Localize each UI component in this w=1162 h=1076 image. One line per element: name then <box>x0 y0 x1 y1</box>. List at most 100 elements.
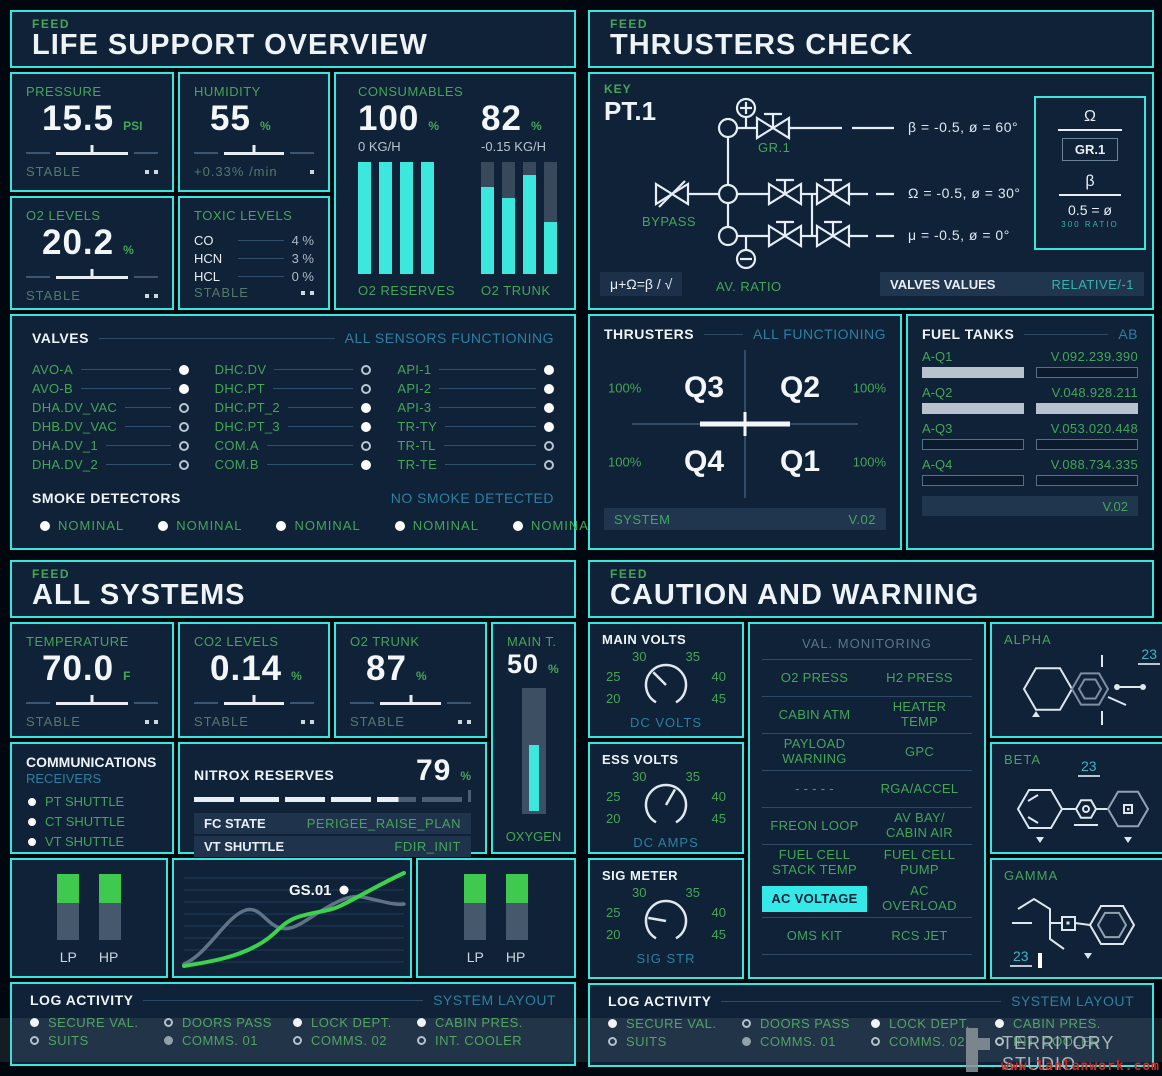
gauge-dial-icon <box>644 899 688 940</box>
monitor-cell[interactable]: HEATER TEMP <box>892 699 947 729</box>
valve-state-icon <box>544 383 555 394</box>
valve-state-icon <box>178 364 189 375</box>
monitor-cell[interactable]: H2 PRESS <box>886 669 953 685</box>
status-dots-icon <box>145 169 158 174</box>
log-item: LOCK DEPT. <box>292 1015 417 1030</box>
fuel-bar <box>1036 367 1138 378</box>
consumables-panel: CONSUMABLES 100 % 0 KG/H O2 RESERVES <box>334 72 576 310</box>
o2-levels-label: O2 LEVELS <box>26 208 101 223</box>
communications-panel: COMMUNICATIONS RECEIVERS PT SHUTTLE CT S… <box>10 742 174 854</box>
equation-beta: β = -0.5, ø = 60° <box>908 119 1019 135</box>
humidity-label: HUMIDITY <box>194 84 261 99</box>
monitor-cell[interactable]: OMS KIT <box>786 927 843 943</box>
beta-tag: 23 <box>1078 758 1100 777</box>
valve-row: DHA.DV_1 <box>32 436 189 455</box>
thrusters-panel: THRUSTERS ALL FUNCTIONING Q3 Q2 Q4 Q1 <box>588 314 902 550</box>
valve-row: DHC.PT_2 <box>215 398 372 417</box>
smoke-dot-icon <box>40 520 50 531</box>
monitor-cell[interactable]: FUEL CELL PUMP <box>883 847 956 877</box>
pressure-unit: PSI <box>123 119 143 133</box>
smoke-item: NOMINAL <box>276 518 360 533</box>
oxygen-caption: OXYGEN <box>505 829 562 844</box>
sig-meter-gauge: 20 25 30 35 40 45 <box>602 885 730 949</box>
valve-column-1: AVO-A AVO-B DHA.DV_VAC DHB.DV_VAC DHA.DV… <box>32 360 189 474</box>
left-column: FEED LIFE SUPPORT OVERVIEW PRESSURE 15.5… <box>10 10 596 1066</box>
monitor-cell[interactable]: AV BAY/ CABIN AIR <box>886 810 953 840</box>
valve-state-icon <box>178 440 189 451</box>
valve-state-icon <box>178 421 189 432</box>
log-item: COMMS. 01 <box>163 1033 293 1048</box>
monitor-cell[interactable]: FUEL CELL STACK TEMP <box>772 847 857 877</box>
log-item: CABIN PRES. <box>417 1015 556 1030</box>
receiver-item: CT SHUTTLE <box>28 814 172 829</box>
o2-levels-panel: O2 LEVELS 20.2 % STABLE <box>10 196 174 310</box>
all-systems-grid: TEMPERATURE 70.0 F STABLE CO2 LEVELS 0.1… <box>10 622 576 857</box>
valve-row: COM.A <box>215 436 372 455</box>
monitor-cell-active[interactable]: AC VOLTAGE <box>762 885 867 913</box>
valve-row: TR-TY <box>397 417 555 436</box>
system-layout-link[interactable]: SYSTEM LAYOUT <box>433 992 556 1008</box>
smoke-dot-icon <box>394 520 405 531</box>
right-column: FEED THRUSTERS CHECK KEY PT.1 <box>588 10 1162 1067</box>
caution-warning-header: FEED CAUTION AND WARNING <box>588 560 1154 618</box>
valve-row: DHB.DV_VAC <box>32 417 189 436</box>
valve-row: DHA.DV_VAC <box>32 398 189 417</box>
key-pt1-panel: KEY PT.1 <box>588 72 1154 310</box>
o2-reserves-rate: 0 KG/H <box>358 139 401 154</box>
main-volts-gauge: 20 25 30 35 40 45 <box>602 649 730 713</box>
pressure-slider <box>26 144 158 159</box>
monitor-cell[interactable]: AC OVERLOAD <box>882 883 957 913</box>
monitor-cell[interactable]: RGA/ACCEL <box>880 780 959 796</box>
monitor-cell[interactable]: PAYLOAD WARNING <box>782 736 847 766</box>
monitor-cell[interactable]: FREON LOOP <box>770 817 859 833</box>
valves-panel: VALVES ALL SENSORS FUNCTIONING AVO-A AVO… <box>10 314 596 550</box>
gauge-dial-icon <box>644 783 688 824</box>
humidity-unit: % <box>259 119 271 133</box>
valve-state-icon <box>361 402 372 413</box>
pressure-label: PRESSURE <box>26 84 102 99</box>
beta-molecule-icon <box>1016 789 1150 843</box>
valve-row: TR-TL <box>397 436 555 455</box>
life-support-grid: PRESSURE 15.5 PSI STABLE HUMIDITY 55 % +… <box>10 72 576 310</box>
fuel-bar <box>1036 403 1138 414</box>
humidity-value: 55 <box>210 99 251 138</box>
valve-state-icon <box>361 421 372 432</box>
valve-state-icon <box>178 402 189 413</box>
alpha-tag: 23 <box>1138 646 1160 665</box>
system-layout-link[interactable]: SYSTEM LAYOUT <box>1011 993 1134 1009</box>
monitor-cell[interactable]: RCS JET <box>891 927 948 943</box>
toxic-label: TOXIC LEVELS <box>194 208 293 223</box>
o2-trunk-rate: -0.15 KG/H <box>481 139 547 154</box>
log-item: SECURE VAL. <box>30 1015 164 1030</box>
o2-levels-slider <box>26 268 158 283</box>
nitrox-panel: NITROX RESERVES 79 % FC STATE PERIGEE_RAI… <box>178 742 487 857</box>
quad-q2: Q2 <box>779 371 821 404</box>
log-item: DOORS PASS <box>741 1016 871 1031</box>
section-title: THRUSTERS CHECK <box>610 29 914 61</box>
fuel-row: A-Q3 V.053.020.448 <box>922 421 1138 450</box>
valve-row: AVO-A <box>32 360 189 379</box>
valve-state-icon <box>178 459 189 470</box>
nitrox-bar <box>194 790 472 802</box>
thrusters-check-header: FEED THRUSTERS CHECK <box>588 10 1154 68</box>
valve-row: TR-TE <box>397 455 555 474</box>
receiver-item: VT SHUTTLE <box>28 834 172 849</box>
quad-q4: Q4 <box>683 445 725 478</box>
system-version-bar: SYSTEM V.02 <box>604 508 886 530</box>
o2-reserves-caption: O2 RESERVES <box>358 283 456 298</box>
monitor-cell[interactable]: CABIN ATM <box>778 706 851 722</box>
valve-state-icon <box>361 364 372 375</box>
thruster-quadrants: Q3 Q2 Q4 Q1 100% 100% 100% 100% <box>604 344 886 504</box>
section-title: CAUTION AND WARNING <box>610 579 980 611</box>
monitor-cell[interactable]: O2 PRESS <box>780 669 849 685</box>
main-t-panel: MAIN T. 50 % OXYGEN <box>491 622 576 854</box>
fuel-row: A-Q2 V.048.928.211 <box>922 385 1138 414</box>
fuel-tanks-panel: FUEL TANKS AB A-Q1 V.092.239.390 A-Q2 V.04… <box>906 314 1154 550</box>
log-item: SECURE VAL. <box>608 1016 742 1031</box>
monitor-cell[interactable]: GPC <box>904 743 935 759</box>
lp-bar <box>464 874 486 940</box>
monitor-cell[interactable]: - - - - - <box>795 780 834 796</box>
valve-column-3: API-1 API-2 API-3 TR-TY TR-TL TR-TE <box>397 360 555 474</box>
valve-row: AVO-B <box>32 379 189 398</box>
smoke-item: NOMINAL <box>40 518 124 533</box>
